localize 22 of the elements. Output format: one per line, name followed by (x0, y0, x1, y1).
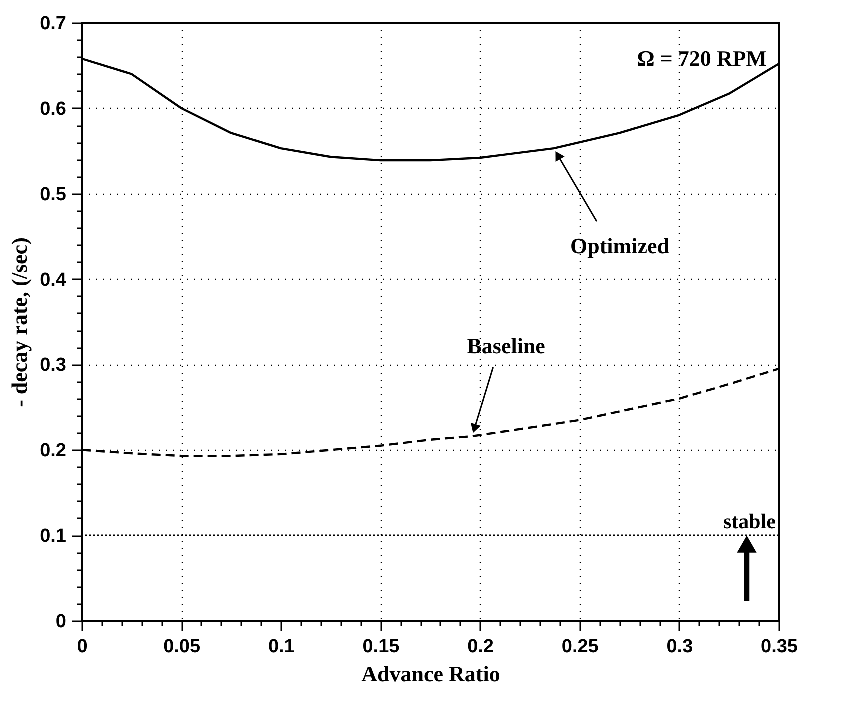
x-tick-label: 0.15 (362, 636, 400, 658)
text: Optimized (570, 234, 670, 259)
x-tick-label: 0.05 (164, 636, 201, 658)
y-tick-label: 0.2 (40, 440, 66, 462)
ref-line-label: stable (724, 510, 776, 534)
y-tick-label: 0.4 (40, 270, 67, 291)
x-tick-label: 0.35 (761, 636, 798, 658)
y-axis-title: - decay rate, (/sec) (7, 238, 32, 408)
y-tick-label: 0 (56, 612, 66, 632)
annotation: Ω = 720 RPM (637, 46, 768, 71)
x-tick-label: 0.25 (562, 636, 600, 658)
y-tick-label: 0.1 (40, 526, 67, 548)
x-axis-title: Advance Ratio (362, 662, 500, 686)
x-tick-label: 0.2 (468, 636, 494, 658)
x-tick-label: 0.3 (666, 636, 694, 658)
x-tick-label: 0 (77, 636, 88, 658)
y-tick-label: 0.5 (40, 184, 67, 206)
y-tick-label: 0.3 (40, 355, 66, 376)
text: Baseline (467, 333, 546, 358)
x-tick-label: 0.1 (268, 636, 296, 658)
y-tick-label: 0.7 (40, 14, 66, 34)
y-tick-label: 0.6 (40, 98, 66, 120)
